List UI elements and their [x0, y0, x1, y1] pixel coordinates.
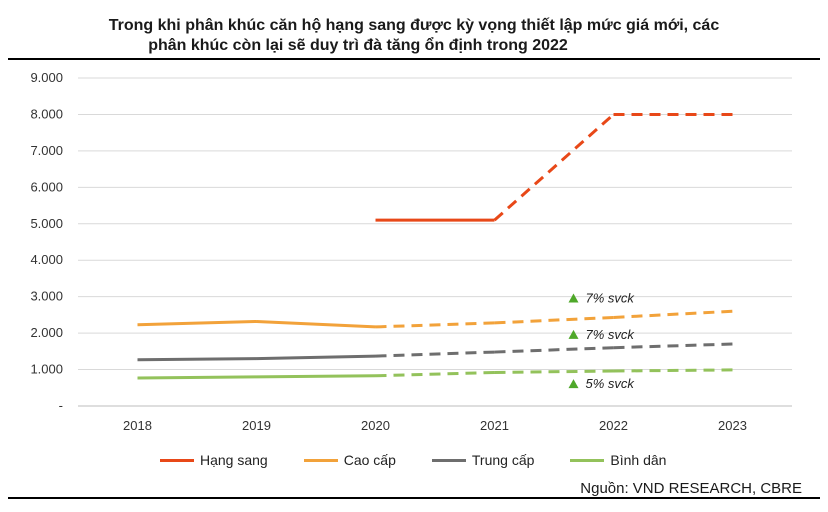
chart-title: Trong khi phân khúc căn hộ hạng sang đượ…: [0, 16, 828, 56]
top-divider: [8, 58, 820, 60]
legend-swatch: [570, 458, 605, 462]
series-segment-trung-cấp: [256, 354, 376, 361]
series-segment-cao-cấp: [613, 309, 733, 319]
legend-item-hang-sang: Hạng sang: [160, 452, 268, 468]
annotation-label: 7% svck: [586, 290, 636, 305]
series-segment-trung-cấp: [613, 342, 733, 350]
y-tick-label: 9.000: [30, 70, 63, 85]
legend-item-cao-cap: Cao cấp: [303, 452, 396, 468]
series-segment-bình-dân: [494, 369, 614, 374]
y-tick-label: 7.000: [30, 143, 63, 158]
legend-item-binh-dan: Bình dân: [570, 452, 666, 468]
triangle-up-icon: [568, 379, 579, 389]
y-tick-label: 3.000: [30, 289, 63, 304]
source-note: Nguồn: VND RESEARCH, CBRE: [580, 480, 802, 497]
y-tick-label: 1.000: [30, 362, 63, 377]
x-tick-label: 2019: [242, 418, 271, 433]
series-segment-cao-cấp: [375, 321, 495, 329]
series-segment-trung-cấp: [494, 346, 614, 354]
series-segment-trung-cấp: [375, 350, 495, 358]
annotation-label: 7% svck: [586, 327, 636, 342]
series-segment-trung-cấp: [137, 357, 257, 362]
y-tick-label: 8.000: [30, 106, 63, 121]
series-segment-hạng-sang: [493, 113, 615, 222]
series-segment-cao-cấp: [137, 319, 257, 327]
series-segment-bình-dân: [613, 368, 733, 373]
legend-swatch: [303, 458, 338, 462]
triangle-up-icon: [568, 293, 579, 303]
series-segment-bình-dân: [137, 375, 257, 380]
chart-title-line-1: Trong khi phân khúc căn hộ hạng sang đượ…: [108, 17, 720, 34]
legend-label: Trung cấp: [471, 452, 535, 468]
y-tick-label: 6.000: [30, 179, 63, 194]
series-segment-cao-cấp: [494, 315, 614, 325]
chart-title-line-2: phân khúc còn lại sẽ duy trì đà tăng ổn …: [148, 37, 568, 54]
legend-swatch: [431, 458, 466, 462]
y-tick-label: 5.000: [30, 216, 63, 231]
chart-legend: Hạng sang Cao cấp Trung cấp Bình dân: [160, 452, 702, 468]
x-tick-label: 2020: [361, 418, 390, 433]
annotation-label: 5% svck: [586, 376, 636, 391]
series-segment-bình-dân: [375, 370, 495, 378]
series-segment-bình-dân: [256, 374, 376, 379]
legend-swatch: [160, 458, 194, 462]
x-tick-label: 2018: [123, 418, 152, 433]
y-tick-label: 2.000: [30, 325, 63, 340]
y-tick-label: 4.000: [30, 252, 63, 267]
y-tick-label: -: [59, 398, 63, 413]
triangle-up-icon: [568, 329, 579, 339]
bottom-divider: [8, 497, 820, 499]
series-segment-cao-cấp: [256, 319, 376, 329]
legend-label: Cao cấp: [343, 452, 396, 468]
legend-label: Bình dân: [610, 452, 667, 468]
x-tick-label: 2023: [718, 418, 747, 433]
x-tick-label: 2022: [599, 418, 628, 433]
legend-label: Hạng sang: [200, 452, 268, 468]
x-tick-label: 2021: [480, 418, 509, 433]
legend-item-trung-cap: Trung cấp: [431, 452, 535, 468]
